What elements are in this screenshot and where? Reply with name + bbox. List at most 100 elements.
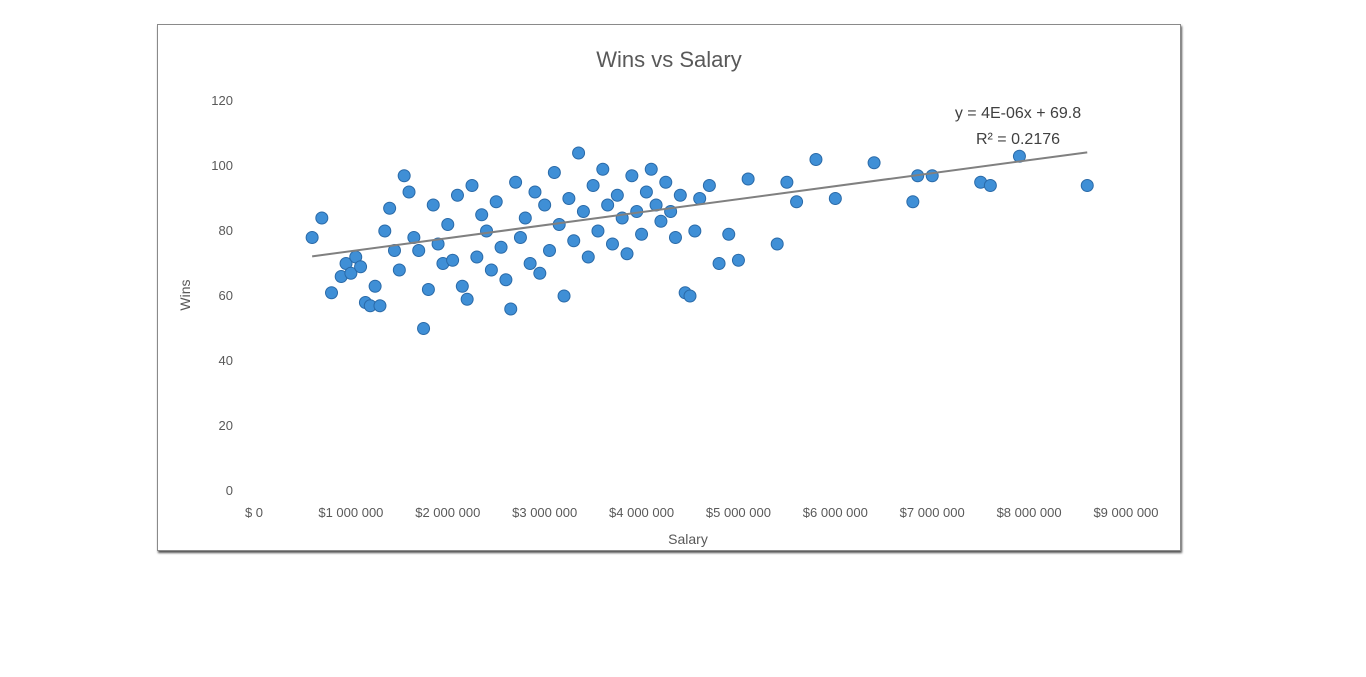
y-tick-label: 20	[219, 418, 233, 433]
x-tick-label: $8 000 000	[997, 505, 1062, 520]
data-point	[533, 266, 547, 280]
x-tick-label: $9 000 000	[1093, 505, 1158, 520]
data-point	[983, 179, 997, 192]
data-point	[528, 185, 542, 199]
data-point	[620, 247, 634, 261]
data-point	[499, 273, 513, 287]
data-point	[562, 192, 576, 205]
x-axis-ticks: $ 0 $1 000 000 $2 000 000 $3 000 000 $4 000 …	[245, 505, 1159, 520]
data-point	[770, 237, 784, 251]
data-point	[867, 156, 881, 170]
x-tick-label: $2 000 000	[415, 505, 480, 520]
data-point	[494, 240, 508, 254]
data-point	[702, 179, 716, 192]
data-point	[790, 195, 804, 209]
data-point	[354, 260, 368, 274]
data-point	[688, 224, 702, 238]
data-point	[465, 179, 479, 192]
data-point	[567, 234, 581, 248]
data-point	[557, 289, 571, 303]
data-point	[654, 214, 668, 228]
data-point	[455, 279, 469, 293]
data-point	[644, 162, 658, 176]
data-point	[722, 227, 736, 241]
data-point	[509, 175, 523, 189]
data-point	[373, 299, 387, 313]
x-tick-label: $4 000 000	[609, 505, 674, 520]
data-point	[601, 198, 615, 212]
data-point	[547, 166, 561, 179]
y-tick-label: 0	[226, 483, 233, 498]
x-tick-label: $5 000 000	[706, 505, 771, 520]
data-point	[731, 253, 745, 267]
y-tick-label: 120	[211, 93, 233, 108]
data-point	[397, 169, 411, 183]
x-tick-label: $3 000 000	[512, 505, 577, 520]
x-axis-label: Salary	[668, 531, 708, 547]
data-point	[1080, 179, 1094, 192]
x-tick-label: $1 000 000	[318, 505, 383, 520]
y-tick-label: 100	[211, 158, 233, 173]
data-point	[668, 231, 682, 244]
data-point	[523, 257, 537, 270]
chart-area: Wins vs Salary 0 20 40 60 80 100 120 $ 0 $1 000…	[157, 24, 1181, 551]
data-point	[625, 169, 639, 183]
data-point	[305, 231, 319, 244]
data-point	[421, 283, 435, 296]
data-point	[673, 188, 687, 202]
data-point	[325, 286, 339, 300]
x-tick-label: $7 000 000	[900, 505, 965, 520]
data-point	[925, 169, 939, 183]
trendline	[312, 151, 1088, 258]
data-point	[484, 263, 498, 277]
data-point	[605, 237, 619, 251]
data-point	[712, 257, 726, 270]
data-point	[543, 244, 557, 257]
data-point	[450, 188, 464, 202]
data-point	[659, 175, 673, 189]
data-point	[513, 231, 527, 244]
data-point	[368, 279, 382, 293]
data-point	[538, 198, 552, 212]
data-point	[392, 263, 406, 277]
data-point	[693, 192, 707, 205]
data-point	[635, 227, 649, 241]
y-tick-label: 40	[219, 353, 233, 368]
data-point	[518, 211, 532, 225]
data-point	[470, 250, 484, 264]
data-point	[402, 185, 416, 199]
data-point	[596, 162, 610, 176]
y-tick-label: 80	[219, 223, 233, 238]
data-point	[480, 224, 494, 238]
data-point	[780, 175, 794, 189]
data-point	[586, 179, 600, 192]
data-point	[906, 195, 920, 209]
data-point	[741, 172, 755, 186]
data-point	[315, 211, 329, 225]
data-point	[489, 195, 503, 209]
data-point	[441, 218, 455, 231]
data-point	[504, 302, 518, 316]
data-point	[426, 198, 440, 212]
data-point	[431, 237, 445, 251]
y-tick-label: 60	[219, 288, 233, 303]
data-point	[581, 250, 595, 264]
trendline-r-squared: R² = 0.2176	[976, 131, 1060, 148]
data-point	[639, 185, 653, 199]
data-point	[828, 192, 842, 205]
data-point	[683, 289, 697, 303]
scatter-chart: Wins vs Salary 0 20 40 60 80 100 120 $ 0 $1 000…	[177, 47, 1159, 547]
data-point	[460, 292, 474, 306]
data-point	[412, 244, 426, 257]
data-point	[610, 188, 624, 202]
y-axis-label: Wins	[177, 279, 193, 310]
data-point	[344, 266, 358, 280]
data-points	[305, 146, 1094, 335]
data-point	[378, 224, 392, 238]
data-point	[591, 224, 605, 238]
data-point	[417, 322, 431, 335]
chart-title: Wins vs Salary	[596, 47, 741, 72]
data-point	[383, 201, 397, 215]
data-point	[475, 208, 489, 222]
y-axis-ticks: 0 20 40 60 80 100 120	[211, 93, 233, 498]
